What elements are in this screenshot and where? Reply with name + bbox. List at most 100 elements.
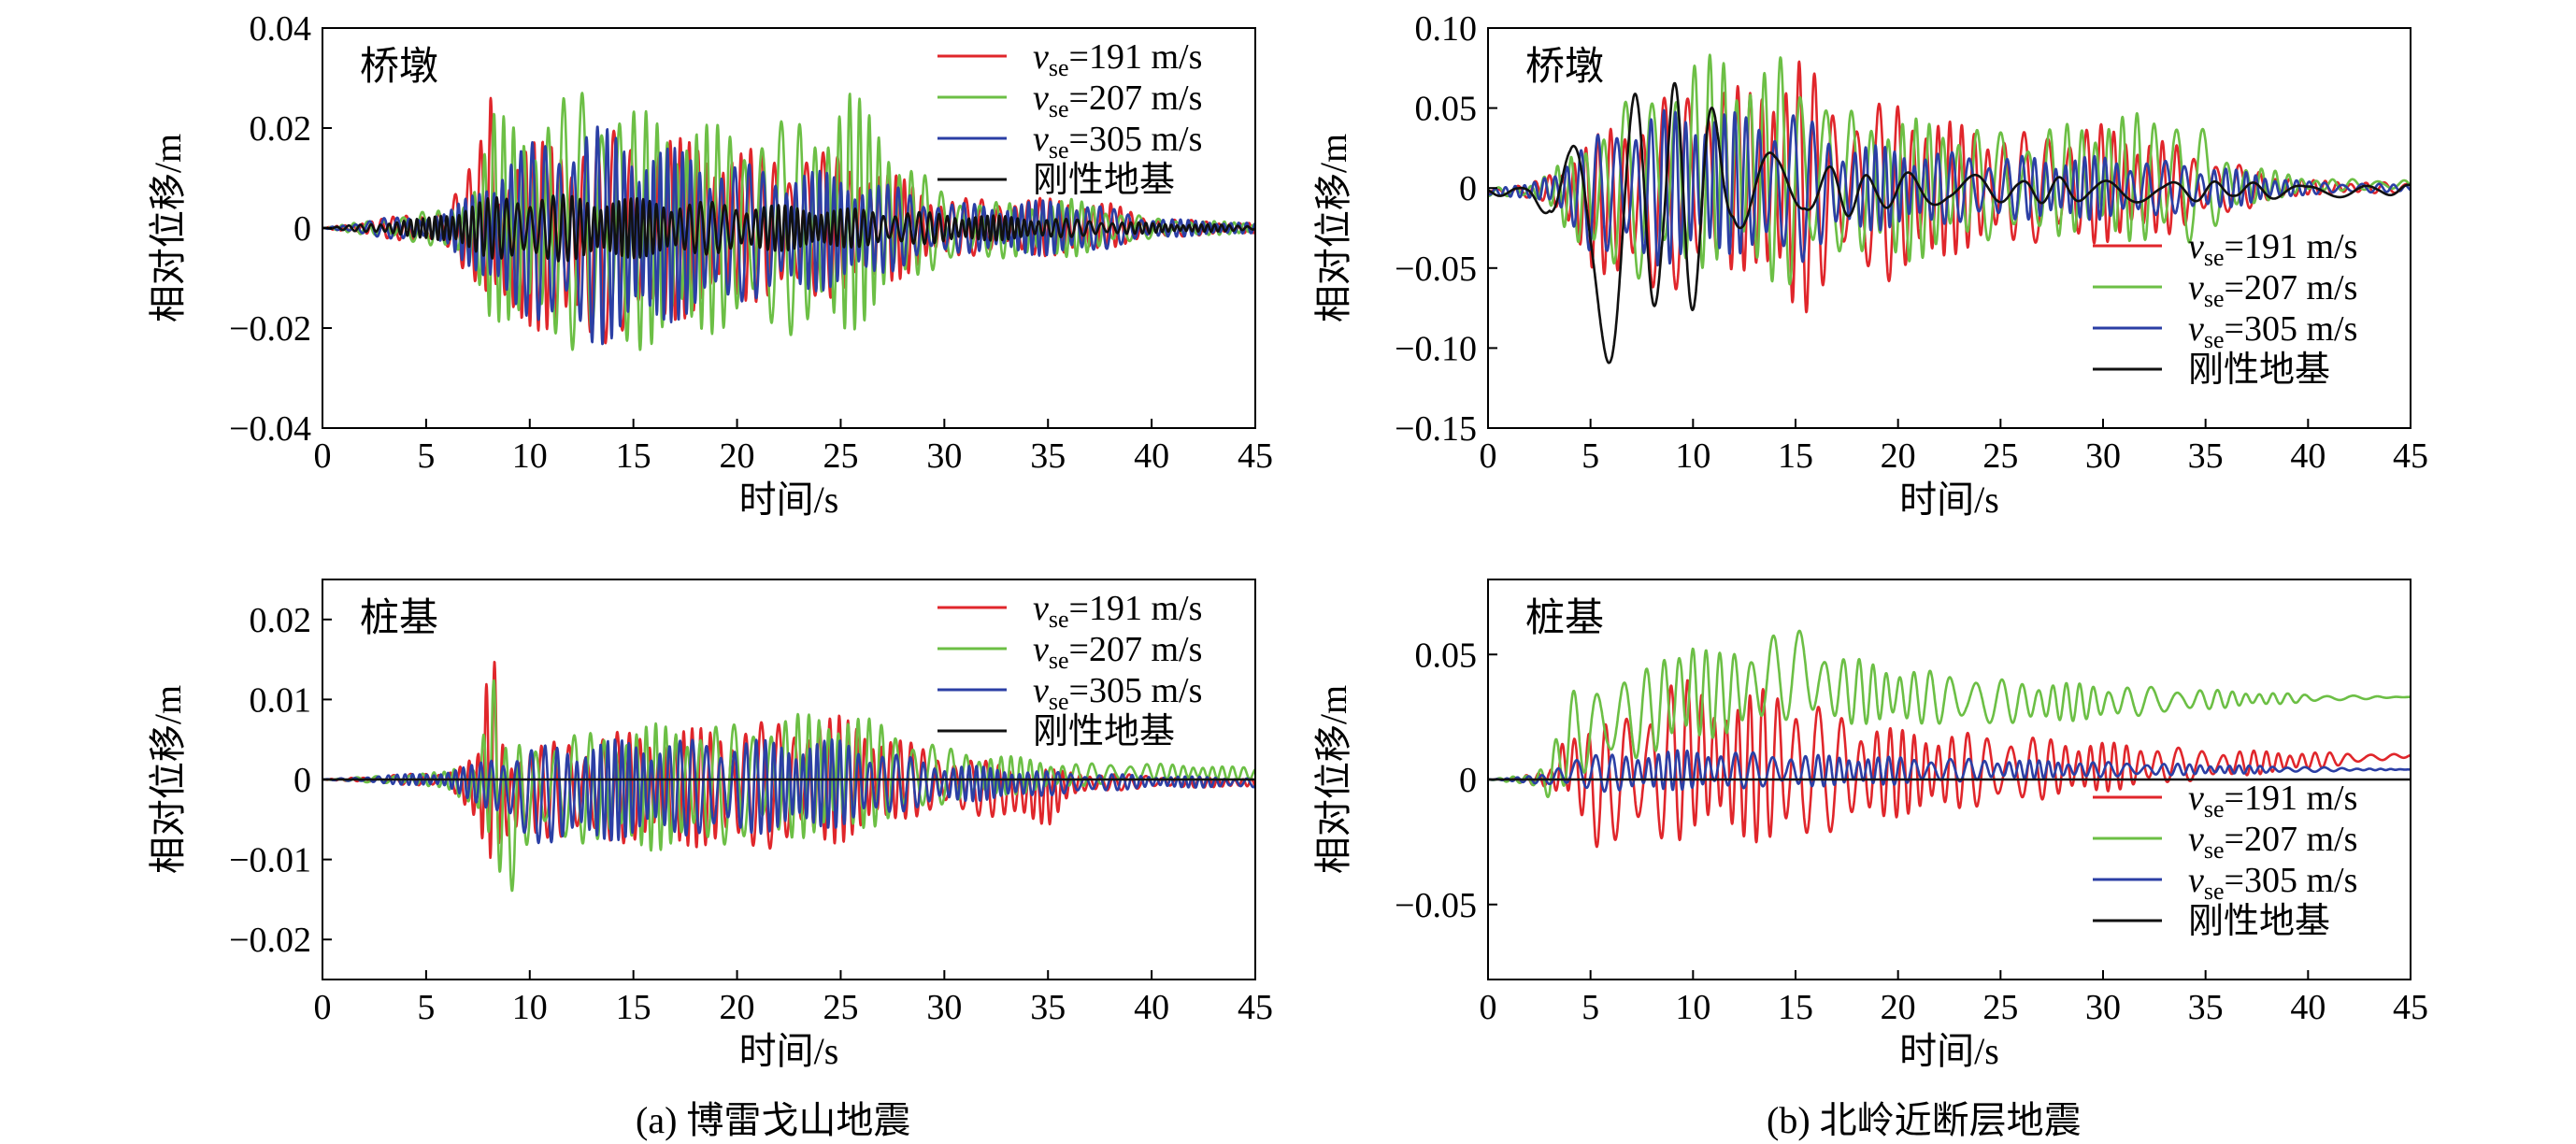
- x-tick-label: 30: [2085, 436, 2121, 476]
- series-line-1: [1488, 53, 2411, 286]
- series-line-0: [1488, 679, 2411, 849]
- y-tick-label: 0.10: [1415, 9, 1478, 49]
- series-line-2: [322, 738, 1255, 845]
- chart-panel-b-bottom: 0 5 10 15 20 25 30 35 40 45 −0.05 0 0.05 时间/s 相对位移/m 桩基…: [1312, 579, 2428, 1072]
- legend-label: vse=305 m/s: [2188, 309, 2357, 353]
- legend-label: vse=207 m/s: [1033, 79, 1202, 122]
- legend-label: 刚性地基: [2188, 902, 2330, 941]
- x-tick-label: 10: [1675, 436, 1710, 476]
- x-tick-label: 10: [512, 436, 548, 476]
- x-tick-label: 25: [1982, 436, 2018, 476]
- x-tick-label: 35: [1030, 436, 1066, 476]
- x-tick-label: 15: [616, 436, 651, 476]
- x-tick-label: 45: [2393, 988, 2428, 1027]
- series-line-2: [1488, 108, 2411, 267]
- x-axis-label: 时间/s: [1899, 1030, 1999, 1072]
- series-group: [1488, 629, 2411, 849]
- y-tick-label: −0.01: [229, 841, 311, 880]
- series-line-1: [322, 679, 1255, 893]
- y-axis-label: 相对位移/m: [147, 134, 189, 322]
- legend-label: 刚性地基: [1033, 712, 1175, 751]
- chart-panel-a-top: 0 5 10 15 20 25 30 35 40 45 −0.04 −0.02 0 0.02 0.04 时间/…: [147, 9, 1273, 521]
- y-tick-label: 0.05: [1415, 90, 1478, 129]
- y-tick-label: 0.02: [250, 601, 312, 640]
- y-tick-label: 0.04: [250, 9, 312, 49]
- x-tick-label: 20: [1881, 988, 1916, 1027]
- x-tick-label: 35: [1030, 988, 1066, 1027]
- y-axis-label: 相对位移/m: [147, 685, 189, 874]
- legend-label: vse=305 m/s: [1033, 120, 1202, 164]
- x-tick-label: 40: [2290, 436, 2326, 476]
- series-line-3: [322, 193, 1255, 263]
- legend-label: vse=191 m/s: [2188, 779, 2357, 822]
- x-tick-label: 15: [1778, 436, 1813, 476]
- plot-frame: [1487, 27, 2411, 429]
- x-tick-label: 10: [1675, 988, 1710, 1027]
- y-tick-label: −0.02: [229, 309, 311, 349]
- x-tick-label: 20: [1881, 436, 1916, 476]
- panel-label: 桥墩: [360, 46, 438, 89]
- legend-label: 刚性地基: [2188, 350, 2330, 390]
- legend-label: 刚性地基: [1033, 161, 1175, 200]
- caption-b: (b) 北岭近断层地震: [1767, 1099, 2082, 1141]
- x-tick-label: 45: [2393, 436, 2428, 476]
- x-tick-label: 20: [720, 988, 755, 1027]
- legend-label: vse=207 m/s: [2188, 268, 2357, 312]
- x-axis-label: 时间/s: [1899, 479, 1999, 521]
- x-tick-label: 30: [926, 988, 962, 1027]
- y-tick-label: 0: [1459, 169, 1477, 208]
- legend-label: vse=305 m/s: [2188, 861, 2357, 905]
- x-tick-label: 30: [2085, 988, 2121, 1027]
- y-tick-label: 0: [293, 761, 311, 800]
- x-tick-label: 45: [1238, 988, 1273, 1027]
- legend-label: vse=305 m/s: [1033, 671, 1202, 715]
- y-tick-label: −0.10: [1395, 329, 1477, 368]
- x-tick-label: 0: [314, 988, 332, 1027]
- y-tick-label: −0.05: [1395, 250, 1477, 289]
- series-group: [1488, 53, 2411, 365]
- x-tick-label: 40: [1134, 436, 1169, 476]
- y-tick-label: −0.02: [229, 921, 311, 960]
- y-tick-label: −0.15: [1395, 409, 1477, 449]
- series-group: [322, 661, 1255, 893]
- chart-panel-a-bottom: 0 5 10 15 20 25 30 35 40 45 −0.02 −0.01 0 0.01 0.02 时间/…: [147, 579, 1273, 1072]
- caption-a: (a) 博雷戈山地震: [636, 1099, 911, 1141]
- y-tick-label: 0.05: [1415, 636, 1478, 675]
- y-axis-label: 相对位移/m: [1312, 685, 1354, 874]
- legend-label: vse=191 m/s: [1033, 37, 1202, 81]
- x-tick-label: 20: [720, 436, 755, 476]
- x-tick-label: 0: [314, 436, 332, 476]
- series-line-3: [1488, 81, 2411, 365]
- series-line-1: [1488, 629, 2411, 798]
- x-tick-label: 25: [823, 436, 858, 476]
- y-tick-label: −0.04: [229, 409, 311, 449]
- x-tick-label: 5: [1581, 436, 1599, 476]
- y-axis-label: 相对位移/m: [1312, 134, 1354, 322]
- x-tick-label: 25: [1982, 988, 2018, 1027]
- series-line-2: [1488, 749, 2411, 794]
- x-tick-label: 0: [1480, 436, 1497, 476]
- x-tick-label: 15: [616, 988, 651, 1027]
- legend-label: vse=207 m/s: [2188, 820, 2357, 864]
- x-tick-label: 0: [1480, 988, 1497, 1027]
- x-tick-label: 25: [823, 988, 858, 1027]
- x-tick-label: 10: [512, 988, 548, 1027]
- y-tick-label: 0.02: [250, 109, 312, 149]
- x-tick-label: 40: [2290, 988, 2326, 1027]
- y-tick-label: −0.05: [1395, 886, 1477, 925]
- panel-label: 桩基: [1525, 597, 1604, 640]
- x-tick-label: 5: [1581, 988, 1599, 1027]
- y-tick-label: 0.01: [250, 680, 312, 720]
- x-tick-label: 40: [1134, 988, 1169, 1027]
- chart-panel-b-top: 0 5 10 15 20 25 30 35 40 45 −0.15 −0.10 −0.05 0 0.05 0.…: [1312, 9, 2428, 521]
- legend-label: vse=191 m/s: [1033, 589, 1202, 633]
- panel-label: 桥墩: [1525, 46, 1604, 89]
- x-tick-label: 45: [1238, 436, 1273, 476]
- x-axis-label: 时间/s: [739, 479, 839, 521]
- x-tick-label: 30: [926, 436, 962, 476]
- panel-label: 桩基: [360, 597, 438, 640]
